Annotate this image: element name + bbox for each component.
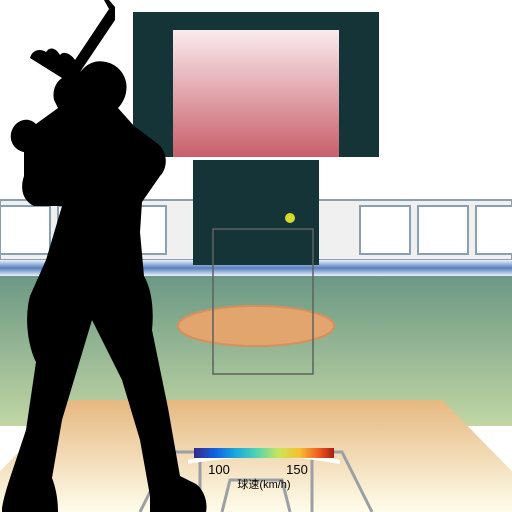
legend-tick: 100 (208, 462, 230, 477)
legend-label: 球速(km/h) (237, 477, 290, 491)
wall-panel (360, 206, 410, 254)
pitchers-mound (178, 306, 334, 346)
wall-panel (0, 206, 50, 254)
pitch-marker (285, 213, 295, 223)
scoreboard-tower (193, 160, 319, 265)
legend-tick: 150 (286, 462, 308, 477)
wall-panel (418, 206, 468, 254)
scoreboard-screen (173, 30, 339, 157)
wall-panel (476, 206, 512, 254)
speed-colorbar (194, 448, 334, 458)
